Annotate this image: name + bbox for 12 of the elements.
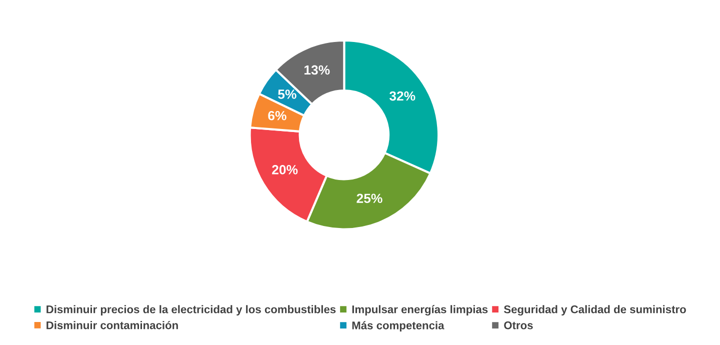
legend-label: Seguridad y Calidad de suministro [504, 305, 686, 316]
legend-label: Más competencia [352, 321, 444, 332]
data-label: 32% [389, 91, 416, 101]
data-label: 25% [356, 194, 382, 204]
data-label: 5% [278, 90, 296, 99]
data-label: 13% [304, 65, 330, 75]
data-label: 6% [268, 110, 286, 120]
data-label: 20% [272, 165, 298, 174]
legend-label: Otros [504, 321, 533, 330]
legend-label: Disminuir precios de la electricidad y los combustibles [46, 305, 336, 316]
legend-label: Disminuir contaminación [46, 320, 178, 330]
legend-label: Impulsar energías limpias [352, 305, 488, 316]
